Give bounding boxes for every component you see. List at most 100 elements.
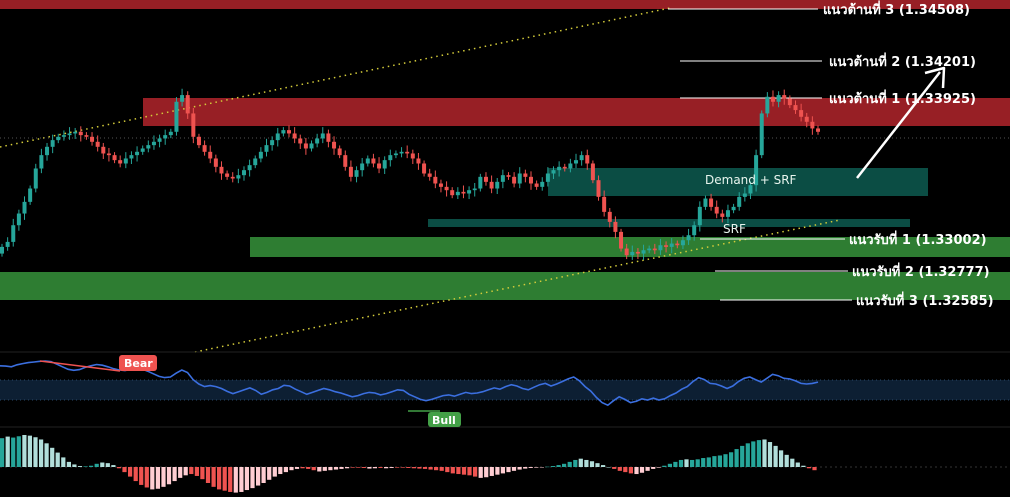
candle <box>624 243 629 260</box>
histogram-bar <box>601 465 606 467</box>
histogram-bar <box>434 467 439 471</box>
candle <box>461 185 466 199</box>
candle <box>759 110 764 159</box>
candle <box>140 145 145 155</box>
candle <box>720 209 725 223</box>
candle <box>168 128 173 139</box>
histogram-bar <box>94 463 99 467</box>
histogram-bar <box>450 467 455 474</box>
candle <box>613 216 618 239</box>
histogram-bar <box>333 467 339 470</box>
histogram-bar <box>339 467 344 469</box>
histogram-bar <box>272 467 277 477</box>
resistance-3-label: แนวต้านที่ 3 (1.34508) <box>823 0 970 18</box>
histogram-bar <box>128 467 133 477</box>
candle <box>776 91 781 108</box>
histogram-bar <box>133 467 138 482</box>
histogram-bar <box>784 454 789 467</box>
candle <box>292 127 297 144</box>
candles <box>0 88 820 260</box>
candle <box>101 142 106 159</box>
histogram-bar <box>456 467 461 475</box>
candle <box>641 244 646 260</box>
histogram-bar <box>706 457 711 467</box>
candle <box>793 100 798 114</box>
candle <box>523 169 528 183</box>
histogram-bar <box>72 464 77 467</box>
candle <box>433 170 438 189</box>
resistance-zone <box>143 98 1010 126</box>
histogram-bar <box>217 467 222 490</box>
candle <box>208 145 213 164</box>
candle <box>810 116 815 135</box>
candle <box>236 168 241 184</box>
candle <box>506 172 511 180</box>
histogram-bar <box>361 467 366 468</box>
histogram-bar <box>150 467 155 490</box>
candle <box>0 243 4 257</box>
histogram-bar <box>545 466 550 468</box>
histogram-bar <box>779 450 784 467</box>
histogram-bar <box>578 458 583 467</box>
histogram-bar <box>651 467 656 469</box>
histogram-bar <box>400 467 405 468</box>
candle <box>534 180 539 190</box>
histogram-bar <box>77 466 83 467</box>
candle <box>619 228 624 252</box>
candle <box>388 149 393 167</box>
histogram-bar <box>812 467 817 471</box>
histogram-bar <box>606 467 611 468</box>
support-zone-1 <box>250 237 1010 257</box>
oscillator-band <box>0 380 1010 400</box>
histogram-bar <box>22 435 27 467</box>
candle <box>78 126 83 142</box>
histogram-bar <box>389 467 394 468</box>
candle <box>163 129 168 145</box>
candle <box>602 190 607 217</box>
candle <box>416 152 421 170</box>
oscillator-pane[interactable]: Bear Bull <box>0 355 1010 427</box>
candle <box>455 187 460 200</box>
candle <box>748 181 753 200</box>
candle <box>354 166 359 183</box>
histogram-bar <box>534 467 539 468</box>
candle <box>180 88 185 107</box>
histogram-bar <box>27 435 32 467</box>
histogram-bar <box>350 467 355 468</box>
candle <box>495 178 500 195</box>
histogram-bar <box>194 467 199 476</box>
histogram-bar <box>467 467 472 476</box>
histogram-bar <box>250 467 255 489</box>
bear-tag-label: Bear <box>124 357 153 370</box>
candle <box>703 195 708 210</box>
histogram-bar <box>50 447 55 467</box>
histogram-bar <box>178 467 183 478</box>
histogram-bar <box>729 452 734 467</box>
candle <box>151 135 156 150</box>
histogram-bar <box>712 456 717 467</box>
histogram-bar <box>473 467 478 477</box>
candle <box>377 157 382 174</box>
histogram-bar <box>205 467 211 483</box>
srf-label: SRF <box>723 222 746 236</box>
histogram-bar <box>667 463 672 467</box>
histogram-bars <box>0 435 817 493</box>
candle <box>371 153 376 168</box>
candle <box>697 201 702 232</box>
histogram-bar <box>222 467 227 491</box>
candle <box>686 228 691 245</box>
candle <box>483 172 488 186</box>
histogram-bar <box>89 465 94 467</box>
candle <box>343 150 348 171</box>
histogram-bar <box>144 467 149 488</box>
histogram-bar <box>66 461 71 467</box>
histogram-pane[interactable] <box>0 435 1010 493</box>
histogram-bar <box>723 454 728 467</box>
candle <box>393 150 398 159</box>
candle <box>737 192 742 211</box>
histogram-bar <box>762 439 767 467</box>
histogram-bar <box>523 467 528 469</box>
histogram-bar <box>417 467 422 469</box>
candle <box>298 134 303 149</box>
